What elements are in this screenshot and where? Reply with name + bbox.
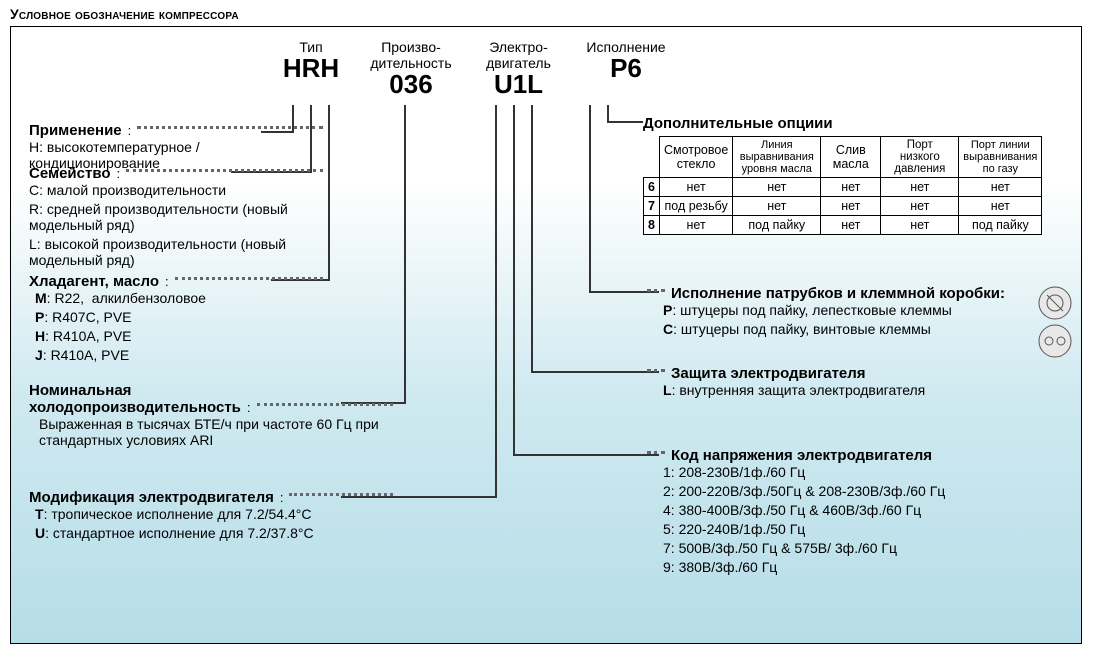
voltage-section: Код напряжения электродвигателя 1: 208-2…	[641, 447, 1071, 578]
code-block: Тип HRH Произво- дительность 036 Электро…	[271, 39, 676, 98]
motormod-section: Модификация электродвигателя: T: тропиче…	[29, 489, 399, 544]
terminal-hdr: Исполнение патрубков и клеммной коробки:	[671, 285, 1011, 302]
options-section: Дополнительные опциии Смотровоестекло Ли…	[643, 115, 1042, 235]
nominal-l1: Номинальная	[29, 382, 399, 399]
code-motor-label: Электро- двигатель	[471, 39, 566, 71]
voltage-5: 5: 220-240В/1ф./50 Гц	[641, 521, 1071, 537]
family-hdr: Семейство	[29, 165, 117, 182]
col-oil-eq: Линиявыравниванияуровня масла	[733, 137, 821, 178]
voltage-hdr: Код напряжения электродвигателя	[671, 447, 938, 464]
code-type: Тип HRH	[271, 39, 351, 98]
motorprot-section: Защита электродвигателя L: внутренняя за…	[641, 365, 1071, 401]
code-version: Исполнение P6	[576, 39, 676, 98]
page-title: Условное обозначение компрессора	[0, 0, 1094, 26]
code-capacity: Произво- дительность 036	[361, 39, 461, 98]
diagram-frame: Тип HRH Произво- дительность 036 Электро…	[10, 26, 1082, 644]
voltage-2: 2: 200-220В/3ф./50Гц & 208-230В/3ф./60 Г…	[641, 483, 1071, 499]
nominal-section: Номинальная холодопроизводительность: Вы…	[29, 382, 399, 451]
code-version-value: P6	[576, 55, 676, 82]
motormod-hdr: Модификация электродвигателя	[29, 489, 280, 506]
refrigerant-section: Хладагент, масло: M: M: R22, алкилбензол…	[29, 273, 329, 366]
col-oil-drain: Сливмасла	[821, 137, 881, 178]
family-c: C: малой производительности	[29, 182, 329, 198]
table-row: 8нетпод пайкунетнетпод пайку	[644, 216, 1042, 235]
code-type-value: HRH	[271, 55, 351, 82]
terminal-icon-1	[1037, 285, 1073, 324]
options-table: Смотровоестекло Линиявыравниванияуровня …	[643, 136, 1042, 235]
family-section: Семейство: C: малой производительности R…	[29, 165, 329, 271]
col-gas-eq: Порт линиивыравниванияпо газу	[959, 137, 1042, 178]
code-motor-value: U1L	[471, 71, 566, 98]
voltage-1: 1: 208-230В/1ф./60 Гц	[641, 464, 1071, 480]
code-motor: Электро- двигатель U1L	[471, 39, 566, 98]
col-low-port: Порт низкогодавления	[881, 137, 959, 178]
refrigerant-hdr: Хладагент, масло	[29, 273, 165, 290]
family-l: L: высокой производительности (новый мод…	[29, 236, 329, 268]
family-r: R: средней производительности (новый мод…	[29, 201, 329, 233]
terminal-icon-2	[1037, 323, 1073, 362]
terminal-section: Исполнение патрубков и клеммной коробки:…	[641, 285, 1071, 340]
nominal-desc: Выраженная в тысячах БТЕ/ч при частоте 6…	[29, 416, 399, 448]
voltage-7: 7: 500В/3ф./50 Гц & 575В/ 3ф./60 Гц	[641, 540, 1071, 556]
code-capacity-value: 036	[361, 71, 461, 98]
table-row: 7под резьбунетнетнетнет	[644, 197, 1042, 216]
voltage-4: 4: 380-400В/3ф./50 Гц & 460В/3ф./60 Гц	[641, 502, 1071, 518]
options-hdr: Дополнительные опциии	[643, 115, 1042, 132]
table-row: 6нетнетнетнетнет	[644, 178, 1042, 197]
code-capacity-label: Произво- дительность	[361, 39, 461, 71]
voltage-9: 9: 380В/3ф./60 Гц	[641, 559, 1071, 575]
motorprot-hdr: Защита электродвигателя	[671, 365, 872, 382]
nominal-l2: холодопроизводительность	[29, 399, 247, 416]
application-hdr: Применение	[29, 122, 128, 139]
col-sight-glass: Смотровоестекло	[659, 137, 732, 178]
